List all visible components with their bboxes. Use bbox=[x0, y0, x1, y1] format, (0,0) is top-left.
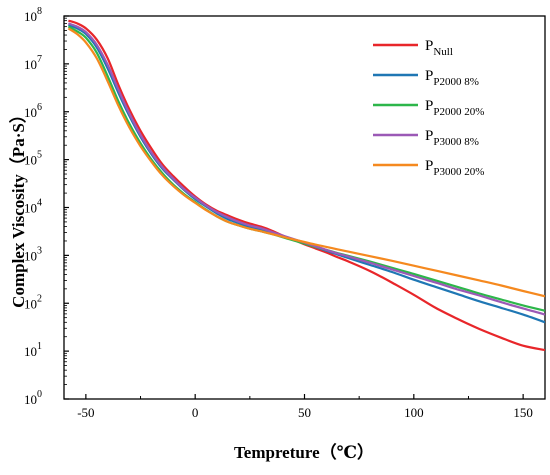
y-tick-exponent: 5 bbox=[37, 150, 42, 161]
y-tick-exponent: 8 bbox=[37, 6, 42, 17]
legend-label: PP3000 20% bbox=[425, 158, 484, 178]
y-tick-base: 10 bbox=[24, 201, 37, 216]
y-tick-label: 102 bbox=[24, 293, 42, 311]
y-tick-base: 10 bbox=[24, 344, 37, 359]
x-tick-label: 50 bbox=[298, 405, 311, 420]
legend-label: PP3000 8% bbox=[425, 128, 479, 148]
y-tick-base: 10 bbox=[24, 105, 37, 120]
series-line-p3000-20- bbox=[67, 27, 545, 298]
legend-label-sub: P2000 20% bbox=[433, 106, 484, 118]
y-tick-base: 10 bbox=[24, 57, 37, 72]
legend-label-sub: P3000 20% bbox=[433, 166, 484, 178]
legend-label-main: P bbox=[425, 38, 433, 54]
series-line-null bbox=[68, 19, 545, 352]
y-tick-label: 100 bbox=[24, 389, 42, 407]
series-line-p3000-8- bbox=[67, 22, 545, 316]
y-tick-exponent: 3 bbox=[37, 245, 42, 256]
legend-label-sub: Null bbox=[433, 46, 453, 58]
y-tick-exponent: 2 bbox=[37, 293, 42, 304]
y-tick-label: 106 bbox=[24, 102, 42, 120]
x-axis-ticks: -50 0 50 100 150 bbox=[77, 394, 533, 420]
y-tick-label: 101 bbox=[24, 341, 42, 359]
series-lines bbox=[67, 19, 545, 352]
y-tick-exponent: 0 bbox=[37, 389, 42, 400]
y-tick-base: 10 bbox=[24, 153, 37, 168]
y-tick-base: 10 bbox=[24, 392, 37, 407]
x-axis-title: Tempreture（℃） bbox=[234, 442, 374, 462]
x-tick-label: -50 bbox=[77, 405, 94, 420]
y-tick-exponent: 4 bbox=[37, 198, 42, 209]
y-tick-exponent: 7 bbox=[37, 54, 42, 65]
series-line-p2000-8- bbox=[68, 23, 545, 324]
y-tick-base: 10 bbox=[24, 9, 37, 24]
legend-label-sub: P2000 8% bbox=[433, 76, 479, 88]
y-tick-label: 103 bbox=[24, 245, 42, 263]
y-tick-exponent: 6 bbox=[37, 102, 42, 113]
legend-label-sub: P3000 8% bbox=[433, 136, 479, 148]
legend-label: PNull bbox=[425, 38, 453, 58]
y-tick-label: 105 bbox=[24, 150, 42, 168]
legend-label: PP2000 8% bbox=[425, 68, 479, 88]
legend-label-main: P bbox=[425, 158, 433, 174]
x-tick-label: 0 bbox=[192, 405, 199, 420]
legend-label-main: P bbox=[425, 98, 433, 114]
y-tick-label: 104 bbox=[24, 198, 42, 216]
legend-label-main: P bbox=[425, 68, 433, 84]
legend-label-main: P bbox=[425, 128, 433, 144]
legend-label: PP2000 20% bbox=[425, 98, 484, 118]
y-tick-label: 108 bbox=[24, 6, 42, 24]
y-tick-base: 10 bbox=[24, 296, 37, 311]
x-tick-label: 100 bbox=[404, 405, 424, 420]
y-tick-label: 107 bbox=[24, 54, 42, 72]
y-tick-exponent: 1 bbox=[37, 341, 42, 352]
y-axis-title: Complex Viscosity（Pa·S） bbox=[8, 106, 28, 308]
plot-frame bbox=[63, 15, 546, 400]
x-tick-label: 150 bbox=[513, 405, 533, 420]
y-tick-base: 10 bbox=[24, 248, 37, 263]
